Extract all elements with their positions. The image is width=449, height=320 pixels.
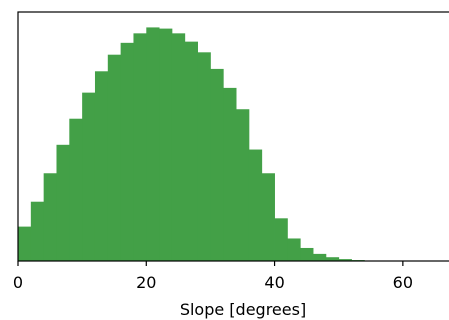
histogram-bar [18, 226, 32, 261]
histogram-bar [248, 149, 263, 261]
histogram-bar [133, 33, 147, 262]
histogram-bar [325, 257, 340, 261]
histogram-bar [43, 173, 57, 261]
x-tick-label: 0 [13, 273, 23, 292]
histogram-bar [146, 27, 160, 261]
histogram-bar [300, 247, 314, 261]
histogram-bar [94, 71, 109, 261]
histogram-bar [56, 144, 70, 261]
histogram-bar [120, 42, 134, 261]
x-tick-label: 40 [264, 273, 284, 292]
histogram-bar [159, 28, 173, 261]
histogram-bar [236, 109, 250, 261]
histogram-bar [287, 238, 301, 261]
histogram-bar [107, 54, 122, 261]
x-tick-label: 60 [393, 273, 413, 292]
histogram-bar [197, 52, 211, 262]
histogram-bar [171, 33, 186, 262]
histogram-bar [274, 218, 288, 261]
plot-frame [17, 11, 449, 262]
histogram-bar [261, 173, 275, 261]
histogram-bar [338, 259, 352, 261]
histogram-bar [313, 253, 327, 261]
histogram-bar [82, 92, 96, 261]
x-axis-ticks: 0 20 40 60 [13, 261, 413, 292]
histogram-bars [18, 27, 449, 262]
histogram-bar [30, 201, 45, 261]
histogram-bar [69, 118, 83, 262]
x-axis-label: Slope [degrees] [180, 300, 306, 319]
histogram-bar [184, 41, 198, 261]
histogram-bar [210, 68, 224, 261]
x-tick-label: 20 [136, 273, 156, 292]
histogram-bar [223, 87, 237, 261]
